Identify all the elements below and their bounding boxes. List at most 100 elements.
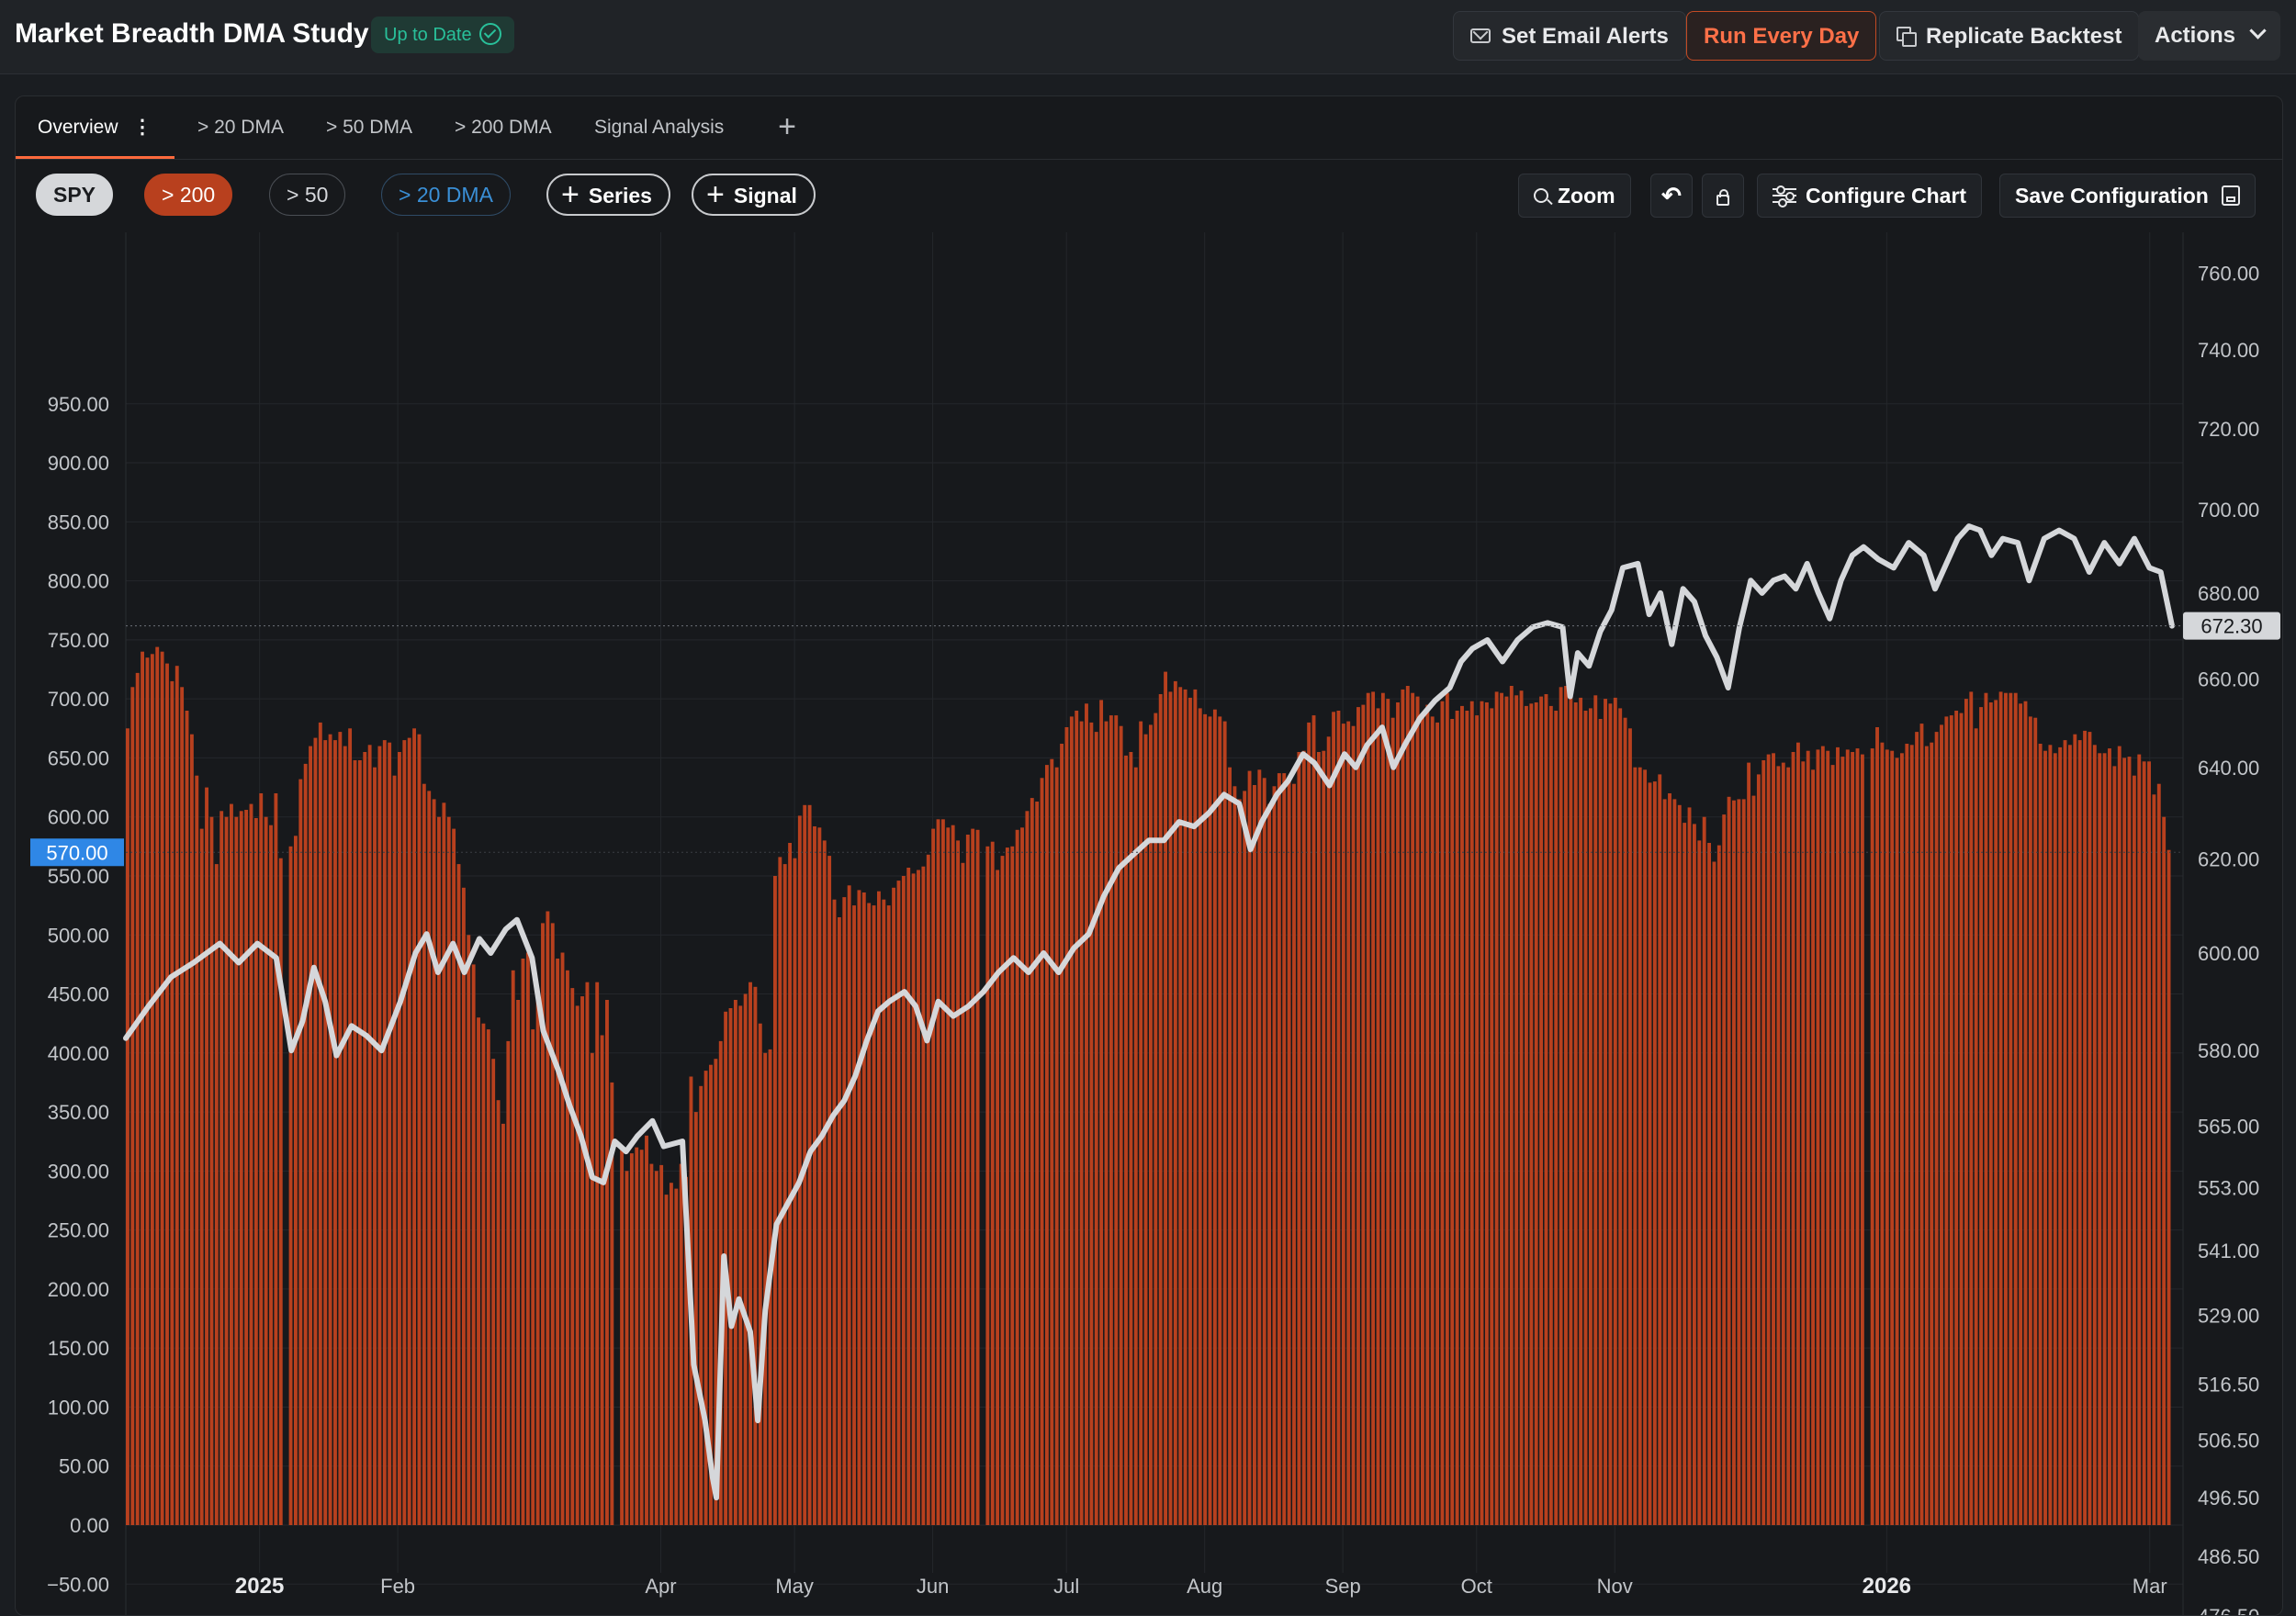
mail-icon [1470, 28, 1491, 43]
bar [1222, 721, 1227, 1525]
configure-chart-button[interactable]: Configure Chart [1757, 174, 1983, 218]
x-axis-label: Feb [380, 1575, 415, 1598]
bar [693, 1112, 698, 1525]
bar [996, 870, 1000, 1525]
bar [605, 1000, 609, 1525]
bar [486, 1029, 490, 1525]
left-axis-tick: 300.00 [48, 1160, 109, 1183]
bar [951, 825, 955, 1525]
bar [199, 828, 204, 1525]
add-tab-plus-icon[interactable]: + [778, 109, 796, 144]
series-pill-spy[interactable]: SPY [36, 174, 114, 216]
left-axis-tick: 400.00 [48, 1042, 109, 1065]
bar [1559, 687, 1563, 1525]
tab-bar: Overview ⋮ > 20 DMA > 50 DMA > 200 DMA Si… [16, 96, 2282, 160]
bar [556, 959, 560, 1525]
bar [1900, 753, 1904, 1525]
actions-menu-button[interactable]: Actions [2138, 11, 2281, 61]
bar [654, 1171, 658, 1525]
status-text: Up to Date [384, 25, 472, 45]
bar [1287, 781, 1291, 1525]
zoom-button[interactable]: Zoom [1518, 174, 1631, 218]
bar [249, 803, 253, 1525]
more-vertical-icon[interactable]: ⋮ [132, 117, 152, 138]
bar [1351, 725, 1356, 1525]
bar [1658, 774, 1662, 1525]
bar [1124, 755, 1128, 1525]
right-axis-tick: 506.50 [2198, 1430, 2259, 1453]
bar [917, 870, 920, 1525]
bar [471, 964, 476, 1525]
right-axis-tick: 580.00 [2198, 1039, 2259, 1062]
bar [373, 767, 377, 1525]
replicate-backtest-button[interactable]: Replicate Backtest [1879, 11, 2140, 61]
right-axis-tick: 680.00 [2198, 582, 2259, 605]
set-email-alerts-button[interactable]: Set Email Alerts [1453, 11, 1686, 61]
series-pill-50[interactable]: > 50 [269, 174, 346, 216]
bar [1860, 754, 1864, 1525]
bar [1845, 749, 1850, 1525]
tab-overview[interactable]: Overview ⋮ [16, 96, 174, 159]
check-circle-icon [478, 22, 501, 45]
bar [1075, 711, 1079, 1525]
lock-button[interactable] [1702, 174, 1744, 218]
bar [1311, 715, 1316, 1525]
undo-button[interactable]: ↶ [1650, 174, 1693, 218]
bar [1716, 845, 1721, 1525]
save-configuration-button[interactable]: Save Configuration [1999, 174, 2256, 218]
add-signal-button[interactable]: + Signal [692, 174, 816, 216]
bar [1267, 803, 1272, 1525]
zoom-label: Zoom [1558, 184, 1615, 208]
bar [940, 819, 945, 1525]
left-axis-tick: 500.00 [48, 924, 109, 947]
bar [763, 1052, 768, 1525]
bar [1253, 785, 1256, 1525]
left-axis-tick: 900.00 [48, 452, 109, 475]
market-breadth-chart[interactable]: 950.00 900.00 850.00 800.00 750.00 700.00 650.… [16, 232, 2282, 1615]
bar [1885, 749, 1889, 1525]
bar [397, 752, 401, 1525]
left-axis-tick: 250.00 [48, 1219, 109, 1242]
bar [1455, 711, 1459, 1525]
bar [1683, 823, 1687, 1525]
bar [2028, 716, 2032, 1525]
left-axis-tick: 550.00 [48, 865, 109, 888]
left-axis-tick: 950.00 [48, 393, 109, 416]
bar [1346, 721, 1351, 1525]
bar [1228, 767, 1232, 1525]
add-series-button[interactable]: + Series [546, 174, 670, 216]
bar [956, 840, 960, 1525]
bar [1010, 846, 1015, 1525]
svg-text:570.00: 570.00 [46, 841, 107, 864]
bar [427, 791, 432, 1525]
bar [827, 856, 832, 1525]
chart-panel: Overview ⋮ > 20 DMA > 50 DMA > 200 DMA Si… [15, 95, 2283, 1616]
bar [174, 666, 179, 1525]
tab-20-dma[interactable]: > 20 DMA [197, 117, 284, 138]
bar [709, 1064, 713, 1525]
bar-series-200 [126, 646, 2171, 1526]
bar [1316, 752, 1321, 1525]
tab-200-dma[interactable]: > 200 DMA [455, 117, 552, 138]
run-every-day-button[interactable]: Run Every Day [1686, 11, 1877, 61]
bar [1064, 727, 1069, 1525]
bar [585, 982, 590, 1525]
set-email-alerts-label: Set Email Alerts [1502, 24, 1669, 49]
bar [782, 864, 787, 1525]
bar [343, 746, 347, 1525]
bar [1979, 707, 1983, 1525]
bar [323, 740, 328, 1525]
bar [1747, 762, 1751, 1525]
bar [1826, 750, 1830, 1525]
series-pill-200[interactable]: > 200 [144, 174, 233, 216]
series-pill-20-dma[interactable]: > 20 DMA [381, 174, 511, 216]
x-axis-label: Aug [1187, 1575, 1222, 1598]
bar [822, 840, 827, 1525]
tab-50-dma[interactable]: > 50 DMA [326, 117, 412, 138]
copy-icon [1896, 26, 1917, 47]
bar [160, 651, 164, 1525]
bar [1430, 716, 1435, 1525]
bar [264, 816, 268, 1525]
bar [1919, 724, 1924, 1525]
tab-signal-analysis[interactable]: Signal Analysis [594, 117, 725, 138]
